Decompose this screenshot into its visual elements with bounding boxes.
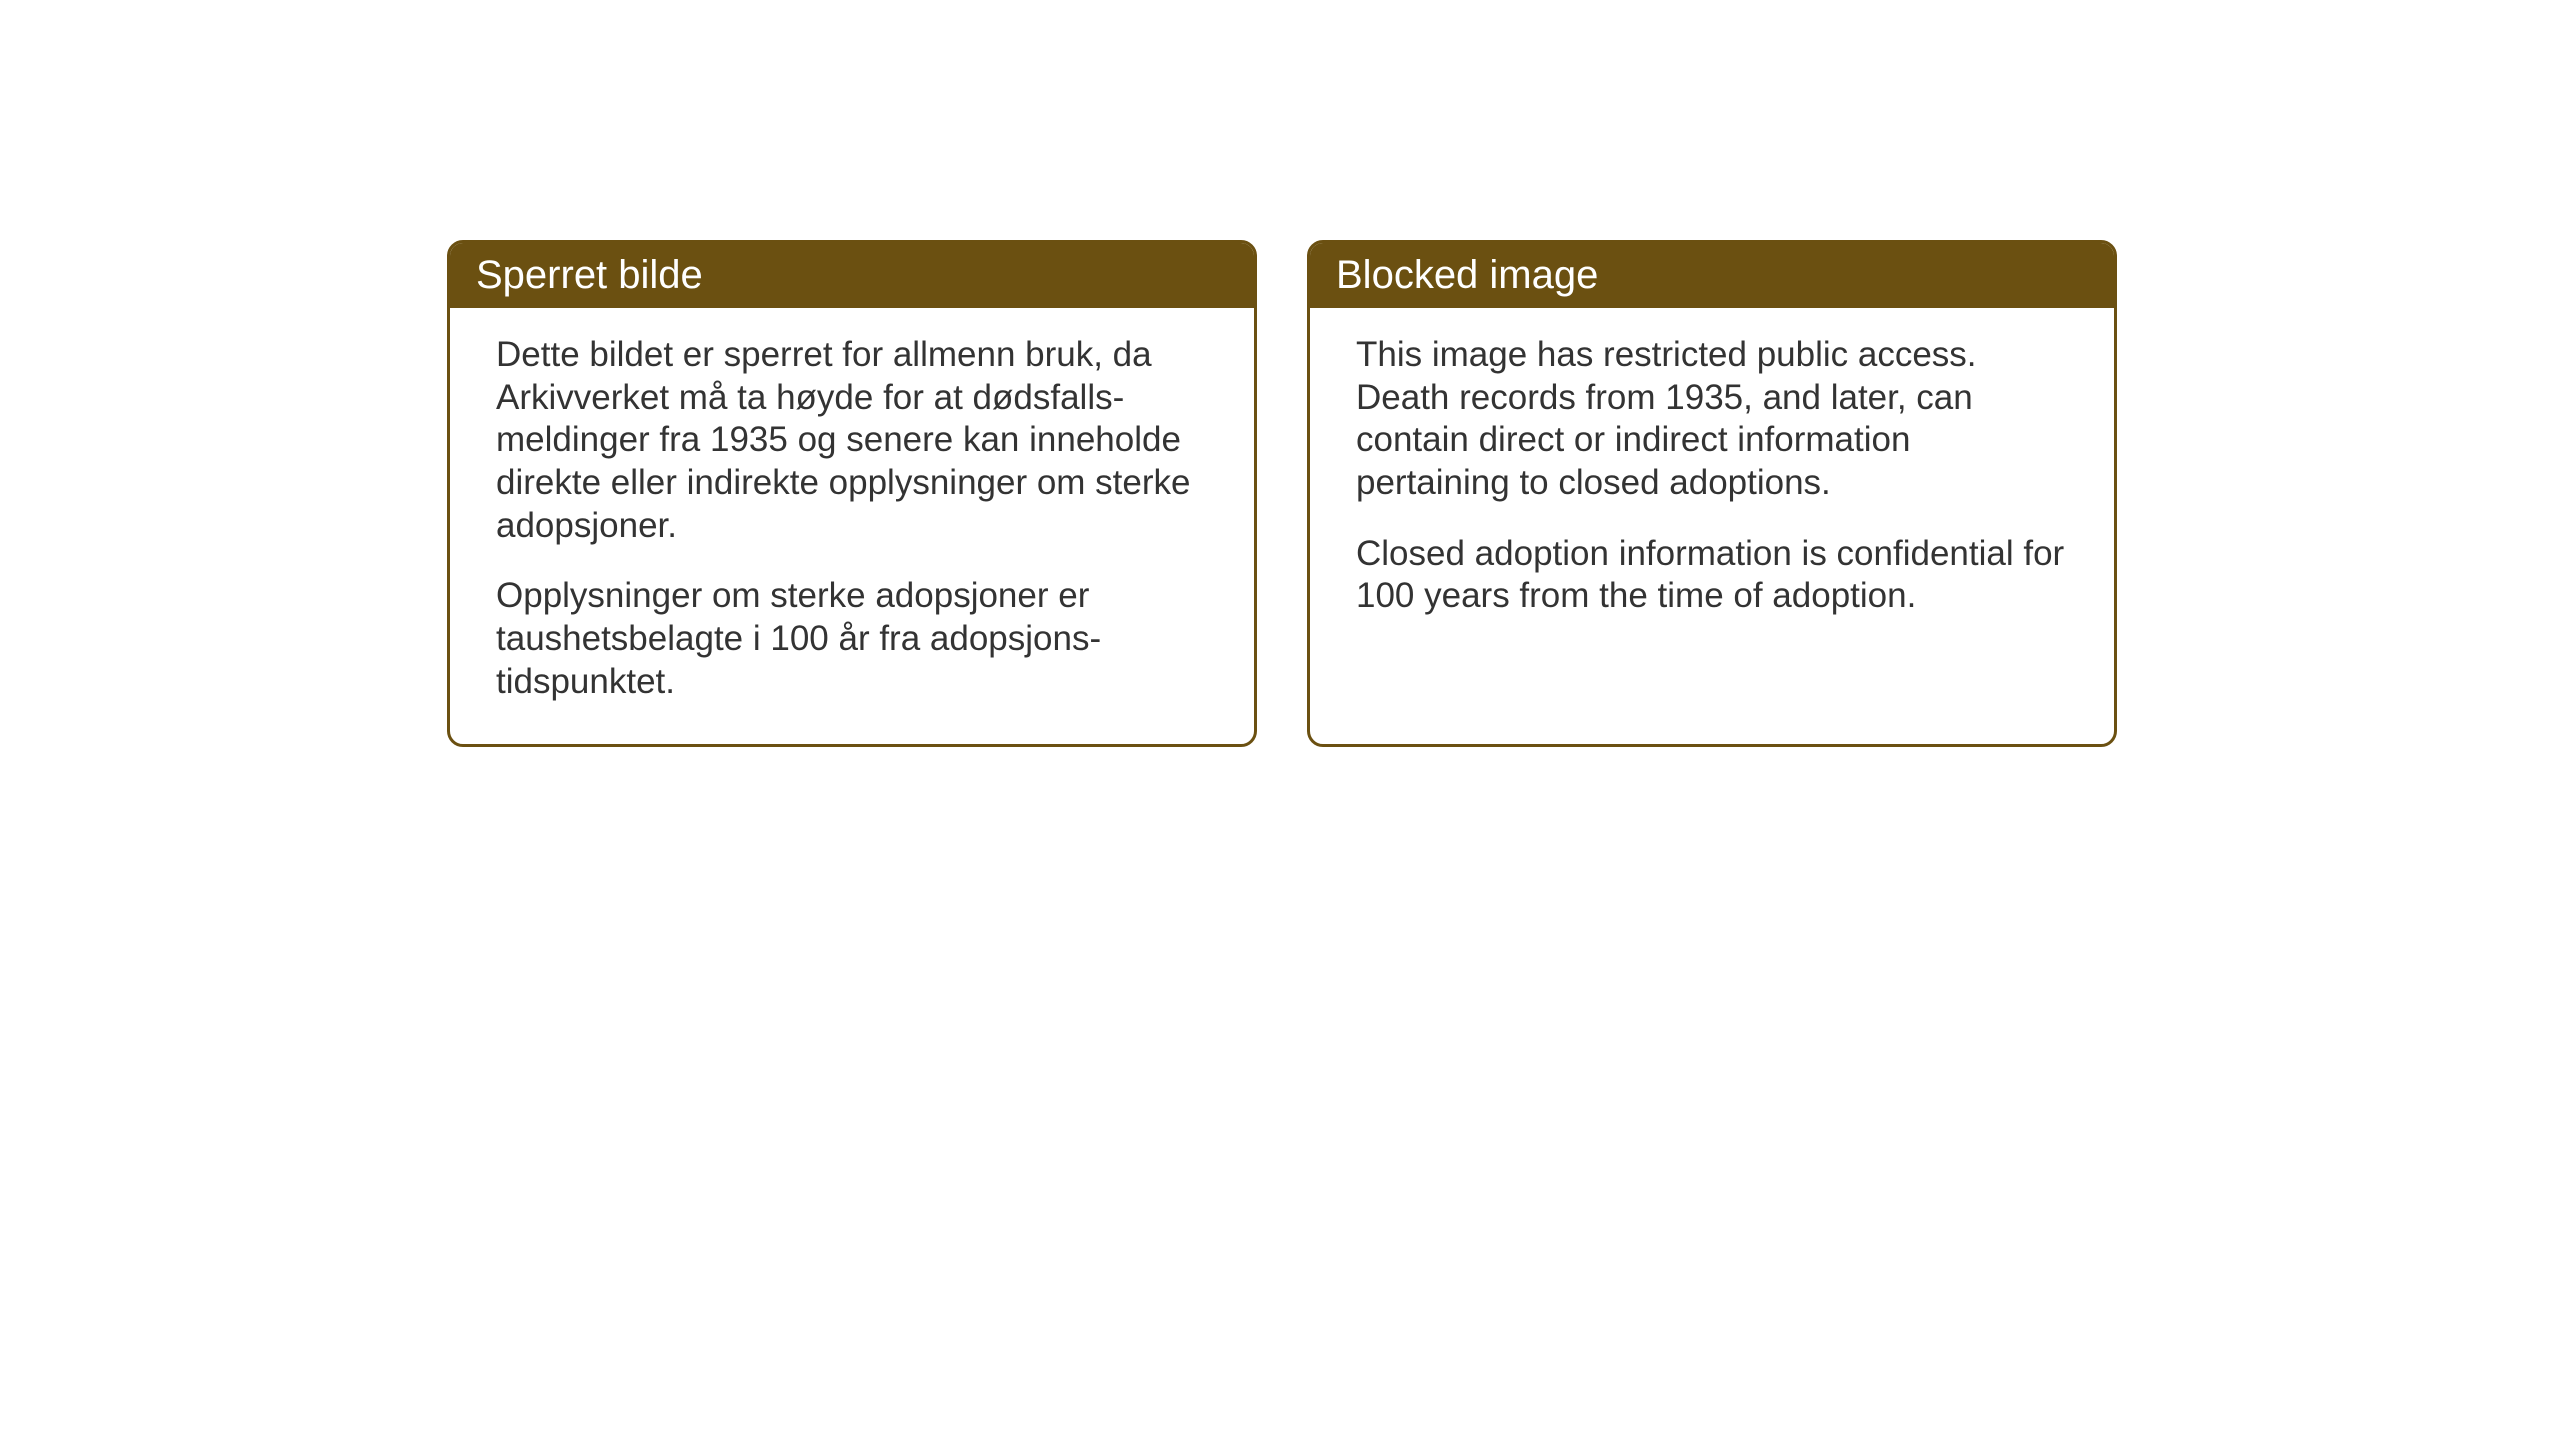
- english-card-title: Blocked image: [1310, 243, 2114, 308]
- norwegian-paragraph-2: Opplysninger om sterke adopsjoner er tau…: [496, 575, 1208, 703]
- notice-cards-container: Sperret bilde Dette bildet er sperret fo…: [447, 240, 2117, 747]
- english-paragraph-2: Closed adoption information is confident…: [1356, 533, 2068, 618]
- english-notice-card: Blocked image This image has restricted …: [1307, 240, 2117, 747]
- norwegian-card-body: Dette bildet er sperret for allmenn bruk…: [450, 308, 1254, 744]
- norwegian-notice-card: Sperret bilde Dette bildet er sperret fo…: [447, 240, 1257, 747]
- norwegian-paragraph-1: Dette bildet er sperret for allmenn bruk…: [496, 334, 1208, 547]
- english-card-body: This image has restricted public access.…: [1310, 308, 2114, 658]
- norwegian-card-title: Sperret bilde: [450, 243, 1254, 308]
- english-paragraph-1: This image has restricted public access.…: [1356, 334, 2068, 505]
